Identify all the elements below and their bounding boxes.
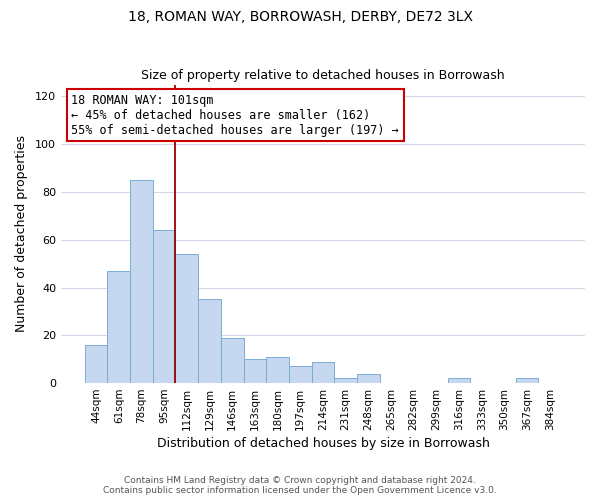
Title: Size of property relative to detached houses in Borrowash: Size of property relative to detached ho…	[141, 69, 505, 82]
Bar	[198, 300, 221, 383]
Text: 18 ROMAN WAY: 101sqm
← 45% of detached houses are smaller (162)
55% of semi-deta: 18 ROMAN WAY: 101sqm ← 45% of detached h…	[71, 94, 399, 136]
Y-axis label: Number of detached properties: Number of detached properties	[15, 136, 28, 332]
Bar	[334, 378, 357, 383]
Text: 18, ROMAN WAY, BORROWASH, DERBY, DE72 3LX: 18, ROMAN WAY, BORROWASH, DERBY, DE72 3L…	[128, 10, 473, 24]
Bar	[221, 338, 244, 383]
Bar	[175, 254, 198, 383]
Bar	[85, 345, 107, 383]
Bar	[311, 362, 334, 383]
X-axis label: Distribution of detached houses by size in Borrowash: Distribution of detached houses by size …	[157, 437, 490, 450]
Bar	[266, 357, 289, 383]
Text: Contains HM Land Registry data © Crown copyright and database right 2024.
Contai: Contains HM Land Registry data © Crown c…	[103, 476, 497, 495]
Bar	[448, 378, 470, 383]
Bar	[357, 374, 380, 383]
Bar	[516, 378, 538, 383]
Bar	[107, 271, 130, 383]
Bar	[244, 359, 266, 383]
Bar	[153, 230, 175, 383]
Bar	[130, 180, 153, 383]
Bar	[289, 366, 311, 383]
